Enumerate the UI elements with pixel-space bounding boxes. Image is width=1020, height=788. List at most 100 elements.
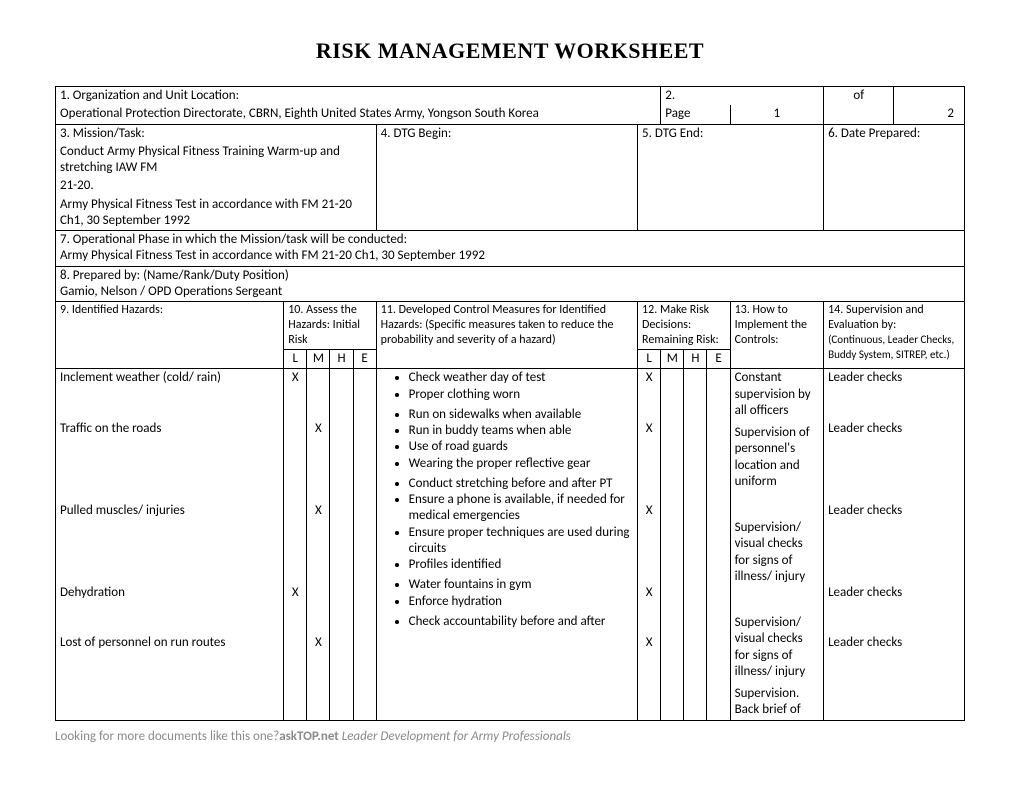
blank-tr	[894, 87, 965, 106]
worksheet-table: 1. Organization and Unit Location: 2. of…	[55, 86, 965, 721]
hazard-text: Pulled muscles/ injuries	[60, 503, 279, 519]
prepared-by-value: Gamio, Nelson / OPD Operations Sergeant	[60, 284, 282, 299]
dtg-begin-label: 4. DTG Begin:	[381, 126, 452, 141]
measures-list: Check accountability before and after	[409, 614, 633, 630]
hdr-remain: 12. Make Risk Decisions: Remaining Risk:	[638, 302, 731, 350]
prepared-by-cell: 8. Prepared by: (Name/Rank/Duty Position…	[56, 266, 965, 302]
risk-mark	[688, 635, 702, 651]
risk-mark	[665, 421, 679, 437]
date-prepared-label: 6. Date Prepared:	[828, 126, 920, 141]
mission-line1: Conduct Army Physical Fitness Training W…	[56, 143, 377, 178]
block2-of: of	[824, 87, 894, 106]
controls-text: Constant supervision by all officers	[735, 370, 820, 419]
mission-line3: Army Physical Fitness Test in accordance…	[56, 196, 377, 231]
measure-item: Run in buddy teams when able	[409, 423, 633, 439]
risk-mark	[688, 503, 702, 519]
page-total: 2	[894, 105, 965, 124]
hazard-text: Lost of personnel on run routes	[60, 635, 279, 651]
controls-text: Supervision. Back brief of	[735, 686, 820, 719]
page-blank	[824, 105, 894, 124]
risk-mark: X	[288, 370, 302, 386]
footer-bold: askTOP.net	[279, 729, 339, 744]
rem-L: L	[638, 350, 661, 369]
hdr-supervision-l2: (Continuous, Leader Checks, Buddy System…	[828, 333, 954, 361]
table-cell	[707, 369, 730, 720]
table-cell: Check weather day of testProper clothing…	[376, 369, 637, 720]
measure-item: Conduct stretching before and after PT	[409, 476, 633, 492]
risk-mark: X	[311, 635, 325, 651]
table-cell: X X	[284, 369, 307, 720]
page-label: Page	[661, 105, 730, 124]
table-cell	[684, 369, 707, 720]
risk-mark	[358, 370, 372, 386]
risk-mark	[665, 503, 679, 519]
measures-list: Water fountains in gymEnforce hydration	[409, 577, 633, 610]
risk-mark	[665, 635, 679, 651]
hdr-initial: 10. Assess the Hazards: Initial Risk	[284, 302, 376, 350]
risk-mark	[688, 370, 702, 386]
risk-mark	[334, 421, 348, 437]
measures-list: Check weather day of testProper clothing…	[409, 370, 633, 403]
risk-mark	[334, 635, 348, 651]
risk-mark	[311, 370, 325, 386]
risk-mark	[711, 370, 725, 386]
date-prepared-cell: 6. Date Prepared:	[824, 124, 965, 231]
risk-mark	[311, 585, 325, 601]
risk-mark: X	[311, 421, 325, 437]
risk-mark	[711, 585, 725, 601]
rem-M: M	[661, 350, 684, 369]
table-cell: X X X	[307, 369, 330, 720]
risk-mark	[334, 370, 348, 386]
table-cell: Leader checksLeader checksLeader checksL…	[824, 369, 965, 720]
risk-mark: X	[642, 503, 656, 519]
supervision-text: Leader checks	[828, 421, 960, 437]
prepared-by-label: 8. Prepared by: (Name/Rank/Duty Position…	[60, 268, 289, 283]
measure-item: Run on sidewalks when available	[409, 407, 633, 423]
init-M: M	[307, 350, 330, 369]
risk-mark	[688, 585, 702, 601]
measure-item: Use of road guards	[409, 439, 633, 455]
controls-text: Supervision/ visual checks for signs of …	[735, 520, 820, 585]
risk-mark	[358, 635, 372, 651]
init-L: L	[284, 350, 307, 369]
blank-under-9	[56, 350, 284, 369]
footer-left: Looking for more documents like this one…	[55, 729, 279, 744]
init-E: E	[353, 350, 376, 369]
controls-text: Supervision/ visual checks for signs of …	[735, 615, 820, 680]
risk-mark: X	[642, 635, 656, 651]
risk-mark	[334, 503, 348, 519]
hazard-text: Traffic on the roads	[60, 421, 279, 437]
dtg-end-label: 5. DTG End:	[642, 126, 703, 141]
measure-item: Wearing the proper reflective gear	[409, 456, 633, 472]
risk-mark	[711, 503, 725, 519]
risk-mark	[334, 585, 348, 601]
table-cell	[353, 369, 376, 720]
risk-mark	[358, 585, 372, 601]
phase-label: 7. Operational Phase in which the Missio…	[60, 232, 407, 247]
phase-cell: 7. Operational Phase in which the Missio…	[56, 231, 965, 267]
hdr-hazards: 9. Identified Hazards:	[56, 302, 284, 350]
table-cell: Constant supervision by all officers Supe…	[730, 369, 824, 720]
controls-text: Supervision of personnel's location and …	[735, 425, 820, 490]
table-cell: Inclement weather (cold/ rain) Traffic on…	[56, 369, 284, 720]
risk-mark	[288, 635, 302, 651]
measure-item: Ensure proper techniques are used during…	[409, 525, 633, 558]
risk-mark: X	[311, 503, 325, 519]
dtg-begin-cell: 4. DTG Begin:	[376, 124, 637, 231]
risk-mark: X	[288, 585, 302, 601]
measure-item: Check weather day of test	[409, 370, 633, 386]
rem-H: H	[684, 350, 707, 369]
rem-E: E	[707, 350, 730, 369]
supervision-text: Leader checks	[828, 585, 960, 601]
supervision-text: Leader checks	[828, 635, 960, 651]
risk-mark	[358, 421, 372, 437]
measure-item: Proper clothing worn	[409, 387, 633, 403]
risk-mark	[711, 635, 725, 651]
table-cell	[661, 369, 684, 720]
hazard-text: Inclement weather (cold/ rain)	[60, 370, 279, 386]
mission-line2: 21-20.	[56, 177, 377, 195]
risk-mark	[358, 503, 372, 519]
measure-item: Water fountains in gym	[409, 577, 633, 593]
measure-item: Profiles identified	[409, 557, 633, 573]
dtg-end-cell: 5. DTG End:	[638, 124, 824, 231]
